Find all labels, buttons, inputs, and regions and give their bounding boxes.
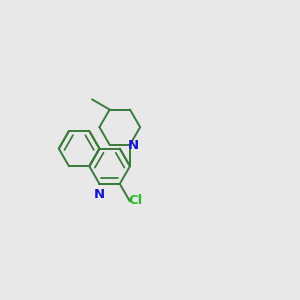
- Text: N: N: [94, 188, 105, 202]
- Text: Cl: Cl: [128, 194, 142, 207]
- Text: N: N: [128, 140, 139, 152]
